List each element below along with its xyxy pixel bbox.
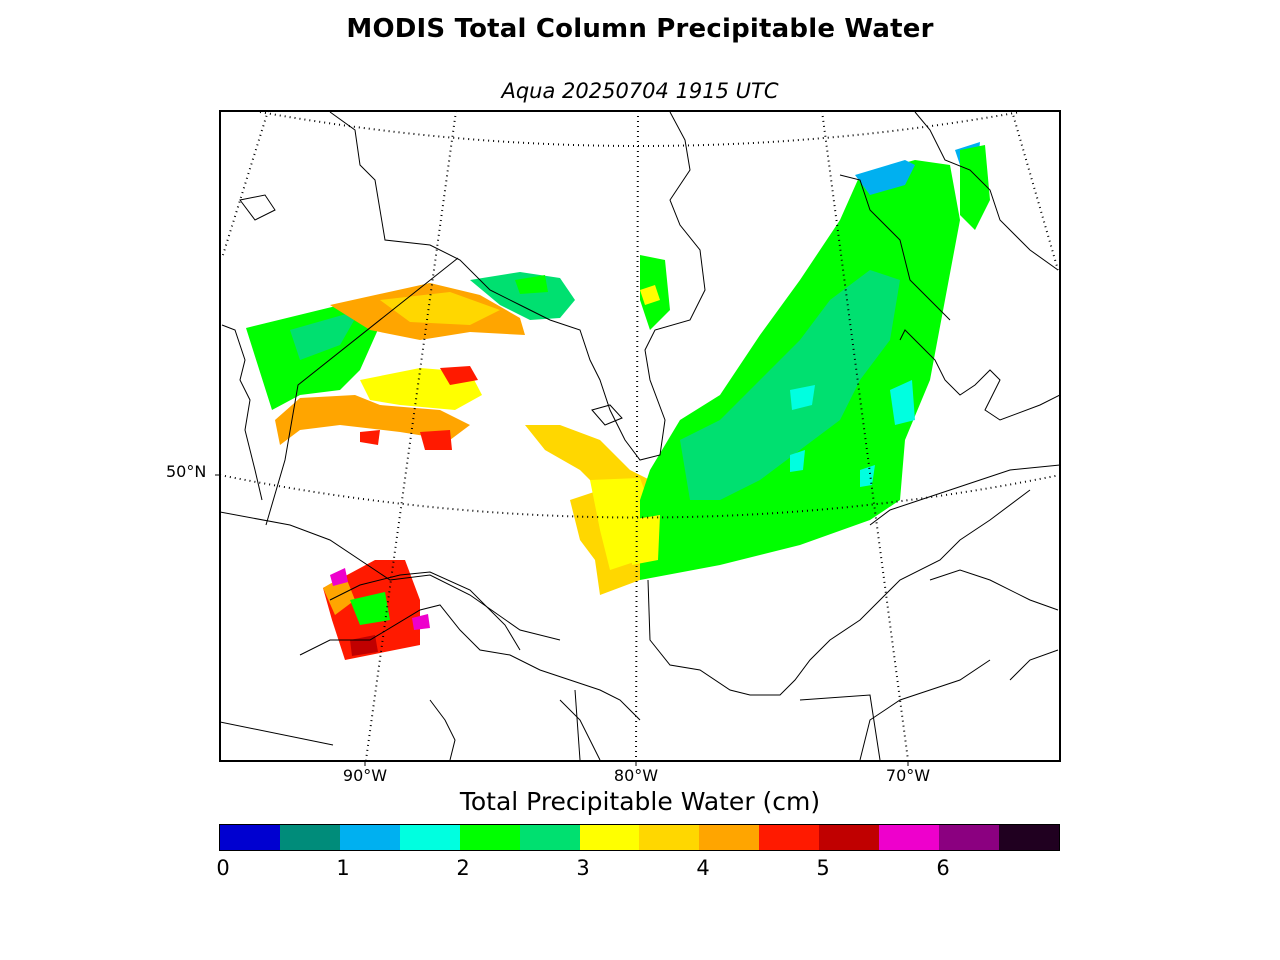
nova-scotia-coast [1009, 649, 1059, 681]
tpw-green-alt-region [680, 270, 900, 500]
us-canada-border [220, 511, 561, 641]
james-bay-island [591, 404, 623, 426]
tpw-cyan-patch [790, 385, 815, 410]
tpw-gold-region [380, 292, 500, 325]
colorbar-tick-label: 5 [816, 856, 830, 880]
main-title: MODIS Total Column Precipitable Water [346, 14, 934, 44]
colorbar-tick-label: 2 [456, 856, 470, 880]
colorbar-tick-label: 1 [336, 856, 350, 880]
axis-ticks [215, 474, 909, 766]
colorbar-segment [519, 825, 580, 850]
subtitle: Aqua 20250704 1915 UTC [501, 79, 779, 103]
colorbar-segment [399, 825, 460, 850]
us-state-border [574, 689, 581, 761]
labrador-coast [914, 111, 1059, 271]
tpw-cyan-patch [790, 450, 805, 472]
tpw-lightblue-patch [855, 160, 915, 195]
graticule [220, 111, 1060, 761]
swath-west [246, 272, 575, 450]
colorbar-segment [759, 825, 820, 850]
colorbar-segment [939, 825, 999, 850]
lon-label-80w: 80°W [613, 766, 659, 785]
colorbar-segment [279, 825, 340, 850]
atlantic-coast [859, 659, 991, 761]
western-shoreline [221, 324, 263, 501]
lake-superior-outline [329, 571, 521, 651]
parallel-60N [259, 111, 1021, 147]
lake-huron-outline [559, 699, 601, 761]
lake-michigan-outline [429, 699, 456, 761]
meridian-65W [1011, 111, 1059, 271]
maritimes-coast [929, 569, 1059, 611]
tpw-green-patch [470, 272, 575, 320]
colorbar-segment [459, 825, 520, 850]
st-lawrence-north-shore [869, 464, 1060, 526]
us-state-border [220, 721, 334, 746]
lat-label-50n: 50°N [166, 462, 207, 481]
colorbar-tick-label: 4 [696, 856, 710, 880]
meridian-95W [221, 111, 269, 259]
gulf-st-lawrence-coast [899, 329, 1060, 421]
colorbar-tick-label: 6 [936, 856, 950, 880]
tpw-cyan-patch [890, 380, 915, 425]
quebec-labrador-border [839, 174, 951, 321]
lon-label-70w: 70°W [885, 766, 931, 785]
colorbar-segment [339, 825, 400, 850]
tpw-magenta-patch [330, 568, 348, 586]
coastlines [221, 111, 1060, 761]
colorbar-segment [639, 825, 700, 850]
swath-central [525, 255, 670, 595]
map-frame [219, 110, 1061, 762]
manitoba-ontario-border [265, 257, 459, 526]
colorbar [219, 824, 1060, 851]
meridian-80W [635, 111, 639, 761]
meridian-70W [821, 111, 909, 761]
swath-east [630, 142, 990, 580]
colorbar-segment [879, 825, 940, 850]
great-lakes-north [299, 604, 641, 721]
colorbar-tick-label: 3 [576, 856, 590, 880]
tpw-red-patch [420, 430, 452, 450]
tpw-green-alt-region [290, 310, 360, 360]
us-state-border [799, 694, 881, 761]
tpw-cyan-patch [860, 465, 875, 487]
political-boundaries [220, 174, 951, 761]
colorbar-title: Total Precipitable Water (cm) [459, 787, 821, 816]
lake-winnipeg-outline [239, 194, 276, 221]
tpw-magenta-patch [412, 614, 430, 630]
hudson-bay-west-coast [329, 111, 706, 461]
swath-southwest [323, 560, 430, 660]
tpw-yellow-patch [630, 515, 660, 565]
colorbar-segment [699, 825, 760, 850]
colorbar-tick-label: 0 [216, 856, 230, 880]
colorbar-segment [220, 825, 280, 850]
tpw-green-patch [515, 275, 548, 294]
colorbar-segment [998, 825, 1059, 850]
tpw-green-region [350, 592, 390, 625]
tpw-red-patch [360, 430, 380, 445]
lon-label-90w: 90°W [342, 766, 388, 785]
st-lawrence-south-shore [647, 489, 1031, 696]
tpw-yellow-patch [640, 285, 660, 305]
colorbar-segment [579, 825, 640, 850]
tpw-green-patch [960, 145, 990, 230]
tpw-red-patch [440, 366, 478, 385]
colorbar-segment [819, 825, 880, 850]
